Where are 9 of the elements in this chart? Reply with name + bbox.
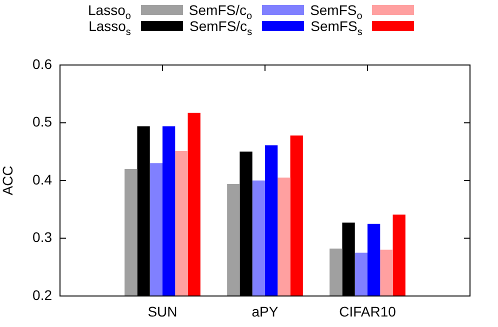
y-axis-title: ACC [0, 166, 16, 196]
x-tick-label: CIFAR10 [339, 303, 396, 320]
x-tick-label: SUN [148, 303, 178, 320]
y-tick-label: 0.3 [32, 229, 52, 246]
y-tick-label: 0.6 [32, 56, 52, 72]
y-tick-label: 0.4 [32, 171, 52, 188]
x-tick-label: aPY [252, 303, 279, 320]
y-tick-label: 0.2 [32, 286, 52, 303]
y-tick-label: 0.5 [32, 114, 52, 130]
